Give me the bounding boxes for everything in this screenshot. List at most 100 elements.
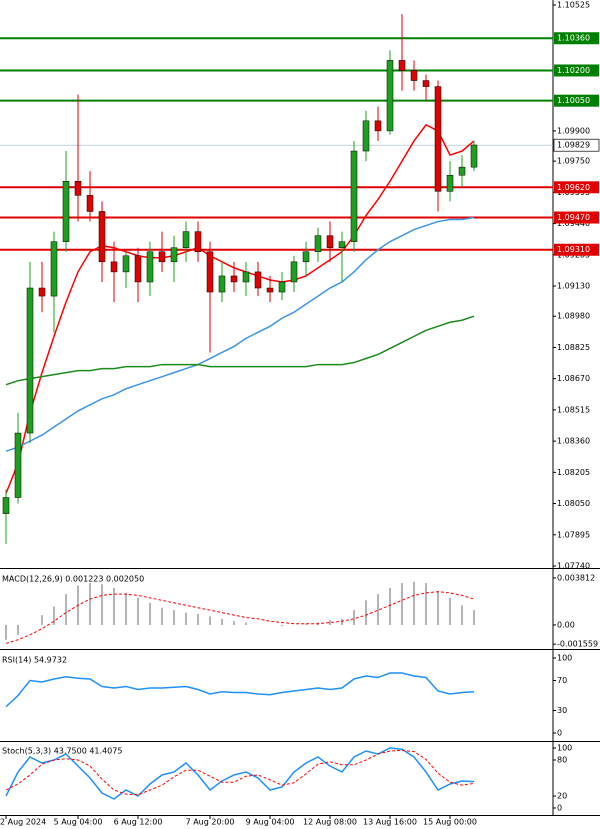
candle-body [374,120,382,132]
candle-body [290,261,298,283]
candle-body [230,275,238,283]
macd-bar [341,618,343,625]
x-tick-label: 9 Aug 04:00 [246,818,295,827]
macd-bar [5,624,7,640]
candle-body [266,287,274,293]
macd-bar [89,583,91,625]
macd-bar [389,587,391,625]
y-tick-label: 0.003812 [557,573,595,582]
indicator-line [5,747,475,800]
candle-body [122,255,130,273]
candle-body [326,235,334,248]
macd-bar [461,605,463,625]
candle-body [38,287,46,297]
indicator-line [5,672,475,708]
macd-bar [125,592,127,625]
candle-body [110,261,118,273]
y-tick-label: 1.08050 [557,499,590,508]
macd-bar [41,615,43,625]
y-tick-label: 1.09440 [557,219,590,228]
candle-body [350,150,358,242]
y-tick-label: 1.09750 [557,157,590,166]
moving-average [5,315,475,386]
macd-bar [221,618,223,625]
panel-title: Stoch(5,3,3) 43.7500 41.4075 [2,747,122,756]
level-box [554,181,599,194]
level-label: 1.10360 [557,34,590,43]
current-price-label: 1.09829 [557,141,590,150]
candle-body [26,287,34,434]
candle-body [422,80,430,87]
x-tick-label: 5 Aug 04:00 [54,818,103,827]
indicator-line [5,749,475,796]
moving-average [5,216,475,452]
y-tick-label: -0.001559 [557,640,598,649]
y-tick-label: 80 [557,755,567,764]
panel-title: MACD(12,26,9) 0.001223 0.002050 [2,575,144,584]
candle-body [14,432,22,498]
x-tick-label: 6 Aug 12:00 [114,818,163,827]
y-tick-label: 1.10525 [557,1,590,10]
macd-bar [281,624,283,627]
macd-bar [245,622,247,625]
macd-bar [353,610,355,625]
y-tick-label: 1.08670 [557,374,590,383]
x-tick-label: 7 Aug 20:00 [186,818,235,827]
panel-title: RSI(14) 54.9732 [2,656,67,665]
x-tick-label: 13 Aug 16:00 [363,818,417,827]
candle-body [410,70,418,81]
y-tick-label: 0 [557,729,562,738]
candle-body [86,195,94,212]
x-tick-label: 12 Aug 08:00 [303,818,357,827]
candle-body [362,120,370,152]
macd-bar [401,583,403,625]
y-tick-label: 100 [557,653,572,662]
macd-bar [113,587,115,625]
macd-bar [305,623,307,625]
y-tick-label: 1.08205 [557,468,590,477]
candle-body [242,271,250,283]
candle-body [134,255,142,283]
macd-bar [65,594,67,625]
y-tick-label: 20 [557,791,567,800]
y-tick-label: 100 [557,743,572,752]
candle-body [398,60,406,71]
macd-bar [437,591,439,625]
y-tick-label: 30 [557,706,567,715]
level-box [554,64,599,77]
y-tick-label: 1.08980 [557,312,590,321]
macd-bar [413,581,415,625]
candle-body [50,241,58,297]
candle-body [74,181,82,196]
macd-bar [365,600,367,625]
candle-body [470,144,478,168]
y-tick-label: 0 [557,803,562,812]
candle-body [182,231,190,248]
level-label: 1.10200 [557,66,590,75]
level-label: 1.09620 [557,183,590,192]
y-tick-label: 1.09900 [557,126,590,135]
level-box [554,243,599,256]
macd-bar [185,612,187,625]
macd-bar [101,584,103,625]
candle-body [434,86,442,192]
candle-body [458,166,466,176]
candle-body [338,241,346,248]
macd-bar [137,597,139,625]
level-label: 1.09470 [557,213,590,222]
macd-bar [233,621,235,625]
candle-body [2,497,10,514]
candle-body [194,231,202,253]
macd-bar [197,613,199,625]
macd-bar [449,597,451,625]
candle-body [302,251,310,263]
y-tick-label: 1.07895 [557,530,590,539]
candle-body [218,275,226,293]
macd-bar [17,624,19,635]
current-price-box [553,138,600,152]
x-tick-label: 2 Aug 2024 [0,818,46,827]
y-tick-label: 1.09130 [557,282,590,291]
